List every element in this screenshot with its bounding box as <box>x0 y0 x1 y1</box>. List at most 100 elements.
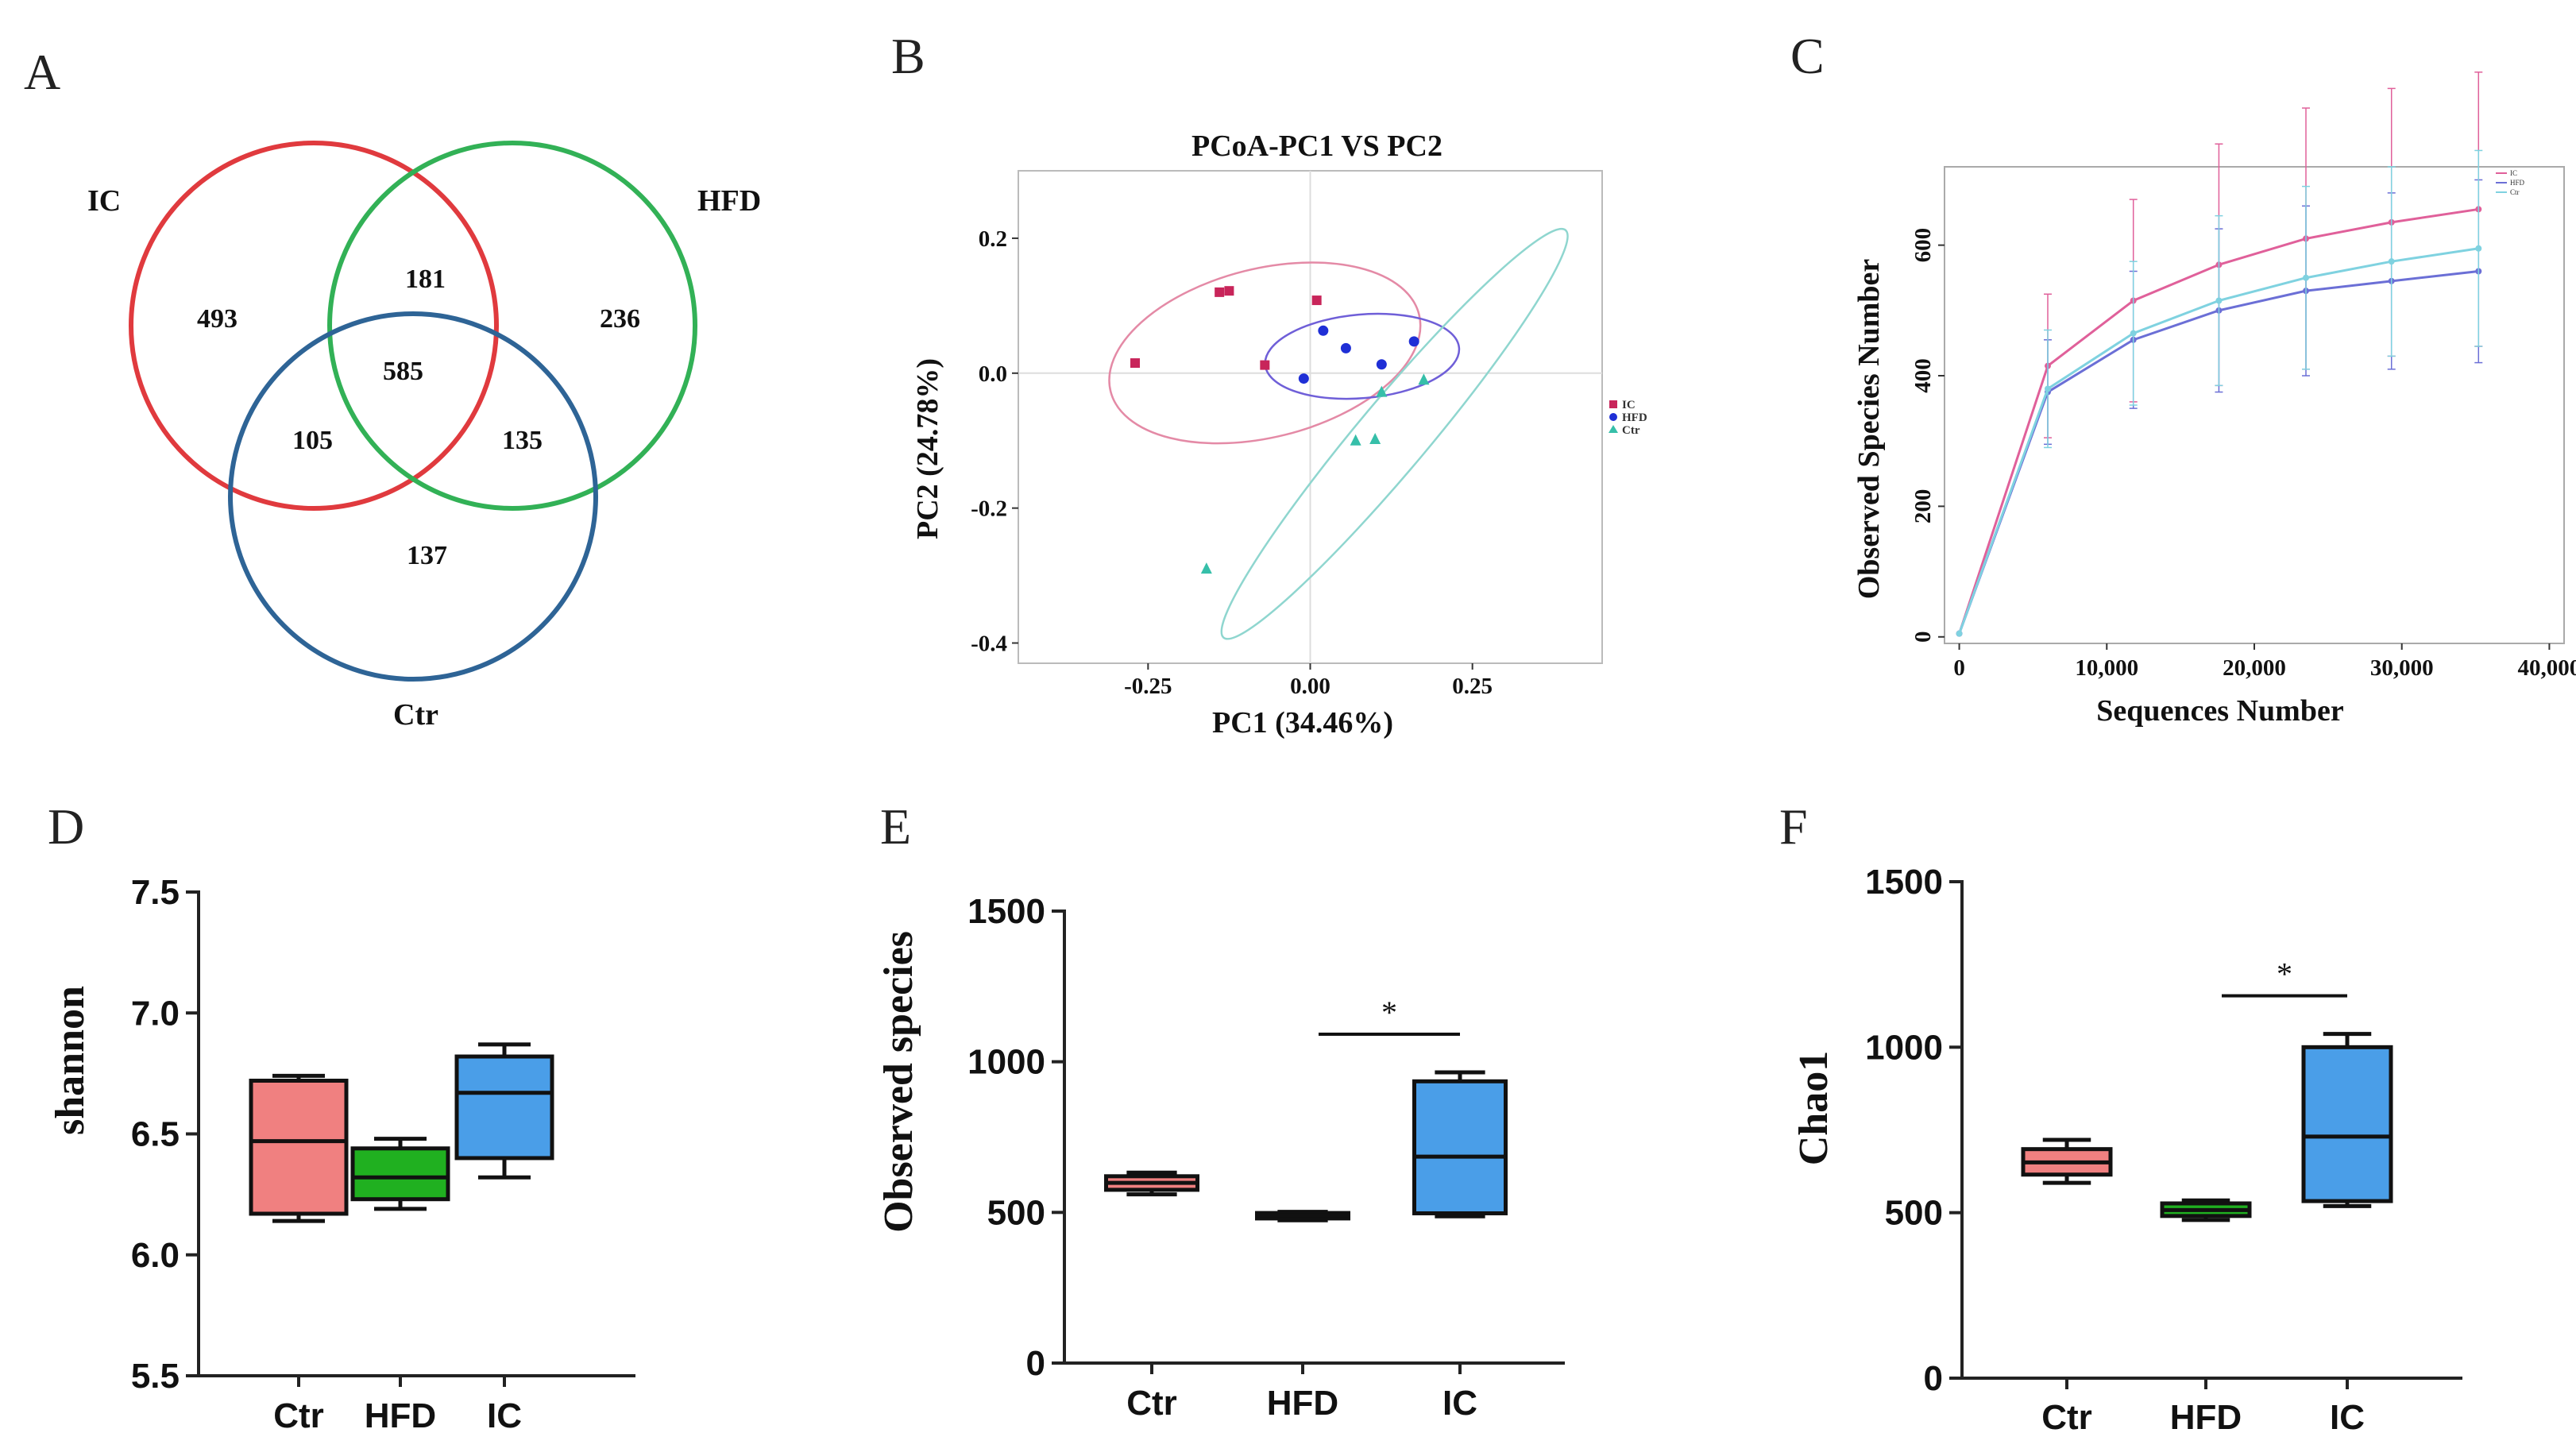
rarefaction-point-ctr <box>2130 330 2137 337</box>
boxplot-y-tick-label: 7.5 <box>131 873 180 912</box>
venn-count-hfd-only: 236 <box>600 304 640 334</box>
pcoa-x-tick-label: -0.25 <box>1124 674 1172 699</box>
box-ctr <box>249 1079 349 1216</box>
pcoa-point-ic <box>1260 360 1270 370</box>
box-ic <box>2301 1045 2393 1203</box>
rarefaction-x-axis-label: Sequences Number <box>2096 694 2344 728</box>
boxplot-y-tick-label: 1000 <box>967 1043 1045 1082</box>
pcoa-y-tick-label: 0.2 <box>979 226 1007 252</box>
pcoa-point-hfd <box>1318 325 1329 336</box>
panel-letter-a: A <box>24 44 60 100</box>
pcoa-legend-ctr: Ctr <box>1622 424 1640 437</box>
pcoa-point-ctr <box>1200 562 1212 574</box>
venn-count-ic-ctr: 105 <box>292 426 333 455</box>
shannon-boxplot: shannon 5.5 6.0 6.5 7.0 7.5 Ctr HFD IC <box>48 873 635 1435</box>
pcoa-point-ic <box>1311 295 1322 306</box>
pcoa-point-ic <box>1215 287 1225 297</box>
rarefaction-point-ctr <box>1956 630 1963 637</box>
boxplot-y-tick-label: 7.0 <box>131 994 180 1033</box>
significance-star: * <box>2277 956 2292 992</box>
rarefaction-legend-hfd: HFD <box>2510 179 2525 187</box>
pcoa-point-ctr <box>1376 385 1388 397</box>
boxplot-category-label: HFD <box>365 1396 436 1435</box>
boxplot-category-label: IC <box>1442 1384 1477 1423</box>
panel-letter-d: D <box>48 798 84 855</box>
venn-label-ctr: Ctr <box>393 698 438 732</box>
boxplot-category-label: Ctr <box>2041 1398 2092 1437</box>
pcoa-point-hfd <box>1408 336 1419 347</box>
rarefaction-x-tick-label: 0 <box>1953 655 1965 681</box>
pcoa-legend-marker-ic <box>1609 400 1617 408</box>
pcoa-point-hfd <box>1298 373 1309 384</box>
pcoa-legend-hfd: HFD <box>1622 411 1647 424</box>
boxplot-category-label: IC <box>2330 1398 2365 1437</box>
rarefaction-point-ctr <box>2388 258 2395 265</box>
pcoa-point-ctr <box>1350 434 1361 446</box>
boxplot-y-tick-label: 6.0 <box>131 1236 180 1275</box>
venn-count-ctr-only: 137 <box>407 541 447 570</box>
pcoa-point-ctr <box>1369 433 1381 445</box>
rarefaction-y-tick-label: 600 <box>1910 228 1936 263</box>
pcoa-point-ic <box>1224 286 1234 296</box>
boxplot-y-tick-label: 1500 <box>967 892 1045 931</box>
observed-species-boxplot: Observed species 0 500 1000 1500 Ctr HFD IC * <box>876 892 1565 1423</box>
panel-letter-b: B <box>891 28 925 84</box>
rarefaction-point-ctr <box>2475 245 2482 252</box>
boxplot-y-tick-label: 6.5 <box>131 1115 180 1154</box>
boxplot-category-label: HFD <box>1267 1384 1338 1423</box>
panel-letter-f: F <box>1779 798 1808 855</box>
venn-count-ic-hfd: 181 <box>405 265 446 294</box>
box-ic <box>1412 1079 1508 1215</box>
pcoa-ellipse-ctr <box>1220 227 1569 640</box>
boxplot-category-label: HFD <box>2170 1398 2242 1437</box>
rarefaction-point-ctr <box>2215 297 2223 304</box>
pcoa-y-tick-label: 0.0 <box>979 361 1007 387</box>
rarefaction-y-tick-label: 400 <box>1910 358 1936 393</box>
pcoa-x-tick-label: 0.00 <box>1290 674 1330 699</box>
rarefaction-y-tick-label: 200 <box>1910 489 1936 524</box>
venn-count-ic-only: 493 <box>197 304 238 334</box>
rarefaction-point-ctr <box>2303 274 2309 281</box>
venn-diagram: IC HFD Ctr 493 236 137 181 105 135 585 <box>87 141 761 732</box>
boxplot-category-label: IC <box>487 1396 522 1435</box>
rarefaction-x-tick-label: 40,000 <box>2518 655 2576 681</box>
venn-label-ic: IC <box>87 184 121 218</box>
pcoa-x-axis-label: PC1 (34.46%) <box>1212 706 1393 740</box>
rarefaction-legend: IC HFD Ctr <box>2496 169 2525 196</box>
pcoa-legend-ic: IC <box>1622 399 1636 411</box>
chao1-y-axis-label: Chao1 <box>1791 1051 1836 1165</box>
rarefaction-y-axis-label: Observed Species Number <box>1852 259 1886 600</box>
observed-species-y-axis-label: Observed species <box>876 931 921 1233</box>
rarefaction-x-tick-label: 20,000 <box>2223 655 2286 681</box>
rarefaction-point-ctr <box>2045 385 2051 392</box>
pcoa-y-tick-label: -0.4 <box>971 631 1007 657</box>
pcoa-point-ic <box>1130 358 1140 369</box>
pcoa-y-axis-label: PC2 (24.78%) <box>911 358 944 539</box>
pcoa-y-tick-label: -0.2 <box>971 496 1007 522</box>
boxplot-y-tick-label: 0 <box>1924 1359 1943 1398</box>
venn-circle-ic <box>129 141 499 511</box>
venn-label-hfd: HFD <box>697 184 761 218</box>
pcoa-point-ctr <box>1418 373 1430 385</box>
rarefaction-x-tick-label: 30,000 <box>2370 655 2434 681</box>
boxplot-y-tick-label: 5.5 <box>131 1357 180 1396</box>
pcoa-point-hfd <box>1376 359 1387 370</box>
venn-circle-hfd <box>327 141 697 511</box>
box-hfd <box>350 1146 450 1202</box>
rarefaction-x-tick-label: 10,000 <box>2075 655 2138 681</box>
venn-count-hfd-ctr: 135 <box>502 426 543 455</box>
rarefaction-legend-ctr: Ctr <box>2510 188 2520 196</box>
panel-letter-e: E <box>880 798 911 855</box>
rarefaction-chart: 0 10,000 20,000 30,000 40,000 0 200 400 600 Sequ… <box>1852 71 2576 728</box>
rarefaction-y-tick-label: 0 <box>1910 631 1936 643</box>
boxplot-y-tick-label: 1000 <box>1865 1028 1943 1067</box>
venn-count-all: 585 <box>383 357 423 386</box>
shannon-y-axis-label: shannon <box>48 986 93 1135</box>
panel-letter-c: C <box>1790 28 1825 84</box>
significance-star: * <box>1381 994 1397 1030</box>
boxplot-category-label: Ctr <box>1126 1384 1177 1423</box>
pcoa-point-hfd <box>1340 342 1351 353</box>
pcoa-legend: IC HFD Ctr <box>1609 399 1647 437</box>
pcoa-legend-marker-ctr <box>1609 425 1618 433</box>
